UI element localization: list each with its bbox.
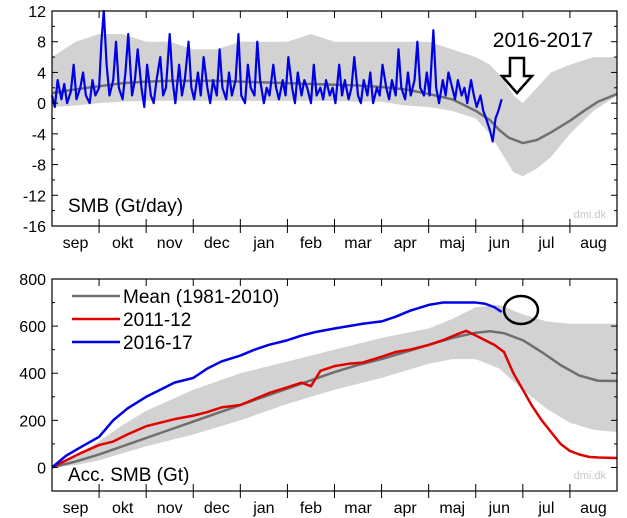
top-month-label: mar [344, 235, 372, 252]
bottom-y-tick-label: 400 [19, 366, 46, 383]
bottom-month-label: feb [300, 500, 322, 517]
bottom-month-label: nov [157, 500, 183, 517]
top-y-tick-label: -16 [23, 219, 46, 236]
top-month-label: feb [300, 235, 322, 252]
bottom-y-tick-label: 600 [19, 319, 46, 336]
bottom-series-mean-1981-2010 [51, 330, 618, 469]
bottom-month-label: dec [204, 500, 230, 517]
top-month-label: jan [252, 235, 274, 252]
top-month-label: aug [580, 235, 607, 252]
top-y-tick-label: 4 [37, 65, 46, 82]
annotation-label: 2016-2017 [493, 29, 593, 52]
top-month-label: jul [537, 235, 554, 252]
accumulated-smb-panel: 0 200 400 600 800 sep okt nov dec jan feb mar apr maj… [19, 272, 618, 517]
top-y-tick-label: -12 [23, 188, 46, 205]
bottom-range-band [52, 304, 617, 468]
top-y-tick-label: 12 [28, 4, 46, 21]
bottom-series-2016-17 [51, 301, 503, 469]
bottom-month-label: maj [439, 500, 465, 517]
top-month-label: jun [488, 235, 510, 252]
top-watermark: dmi.dk [574, 209, 607, 221]
bottom-month-label: jun [488, 500, 510, 517]
bottom-month-label: okt [112, 500, 134, 517]
bottom-month-label: jan [252, 500, 274, 517]
bottom-y-tick-label: 800 [19, 272, 46, 289]
daily-smb-panel: 12 8 4 0 -4 -8 -12 -16 sep okt nov dec jan feb mar apr m… [23, 4, 618, 252]
top-range-band [52, 34, 617, 177]
bottom-plot-frame [51, 278, 618, 492]
bottom-watermark: dmi.dk [574, 470, 607, 482]
legend-label-mean: Mean (1981-2010) [123, 287, 279, 308]
top-series-2016-17 [50, 9, 503, 143]
bottom-month-label: sep [63, 500, 89, 517]
top-plot-frame [51, 10, 618, 227]
bottom-y-tick-label: 200 [19, 413, 46, 430]
top-y-tick-label: -8 [32, 158, 46, 175]
legend-label-2016-17: 2016-17 [123, 333, 193, 354]
top-month-label: apr [394, 235, 418, 252]
bottom-series-2011-12 [51, 329, 618, 469]
highlight-circle-icon [502, 294, 540, 326]
top-month-label: nov [157, 235, 183, 252]
legend: Mean (1981-2010) 2011-12 2016-17 [72, 287, 279, 354]
top-y-tick-label: 0 [37, 96, 46, 113]
top-y-tick-label: 8 [37, 35, 46, 52]
bottom-panel-title: Acc. SMB (Gt) [68, 465, 189, 486]
top-y-tick-label: -4 [32, 127, 46, 144]
top-month-label: okt [112, 235, 134, 252]
bottom-month-label: aug [580, 500, 607, 517]
bottom-month-label: mar [344, 500, 372, 517]
top-month-label: dec [204, 235, 230, 252]
legend-label-2011-12: 2011-12 [123, 310, 191, 331]
annotation-arrow-icon [499, 56, 535, 95]
top-month-label: sep [63, 235, 89, 252]
bottom-month-label: jul [537, 500, 554, 517]
bottom-month-label: apr [394, 500, 418, 517]
bottom-y-tick-label: 0 [37, 460, 46, 477]
top-panel-title: SMB (Gt/day) [68, 196, 183, 217]
top-month-label: maj [439, 235, 465, 252]
